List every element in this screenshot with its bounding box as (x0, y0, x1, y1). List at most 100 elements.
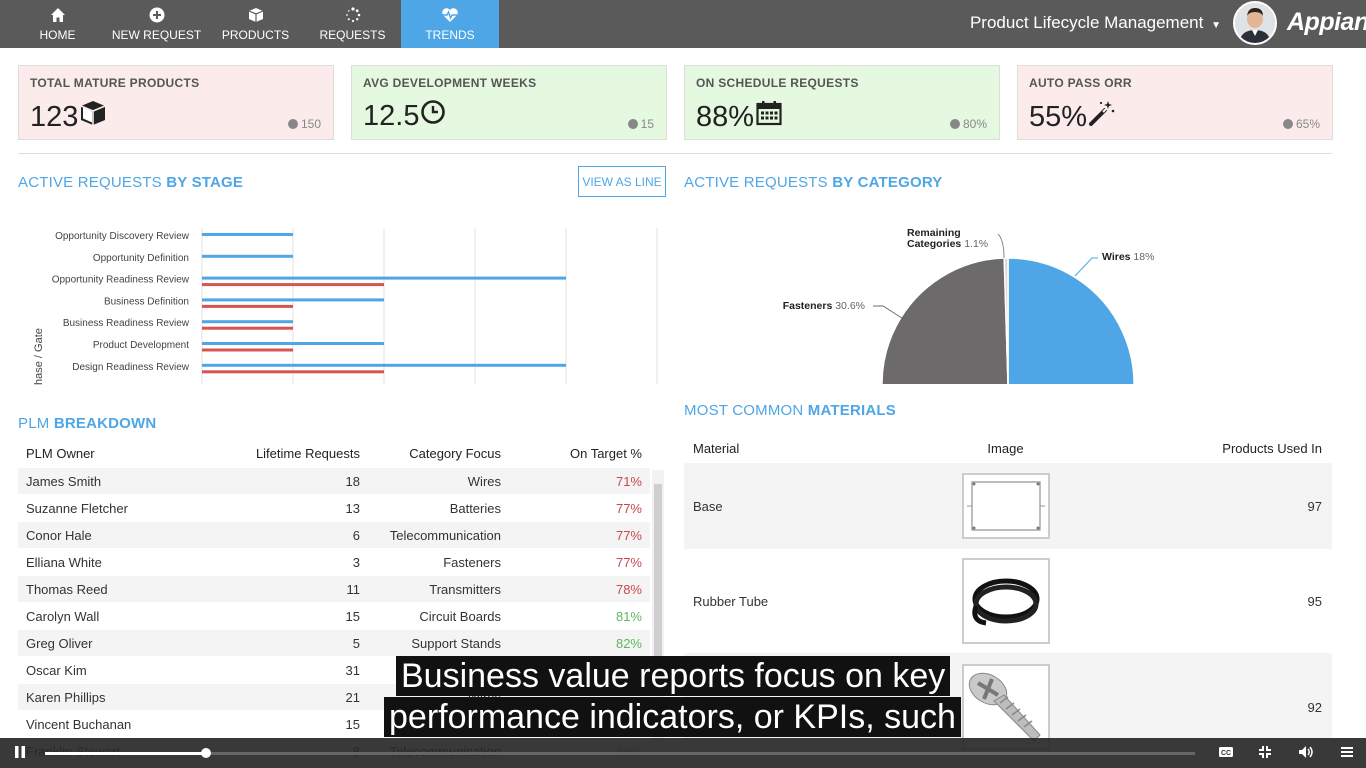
bar (202, 370, 384, 374)
column-header[interactable]: On Target % (569, 446, 642, 461)
on-target-percent: 77% (615, 527, 642, 543)
kpi-value: 123 (30, 100, 79, 133)
heartbeat-icon (441, 6, 459, 24)
lifetime-requests: 31 (345, 662, 360, 678)
volume-icon[interactable] (1298, 745, 1314, 761)
scrollbar-thumb[interactable] (654, 484, 662, 684)
video-progress-track[interactable] (45, 752, 1195, 755)
tab-requests-label: REQUESTS (319, 28, 386, 42)
material-name: Rubber Tube (693, 593, 769, 609)
tab-new-request[interactable]: NEW REQUEST (108, 0, 205, 48)
exit-fullscreen-icon[interactable] (1258, 745, 1272, 761)
tab-new-request-label: NEW REQUEST (111, 28, 202, 42)
plm-owner: Thomas Reed (26, 581, 108, 597)
category-pie-chart: Wires 18% Fasteners 30.6% RemainingCategor… (770, 227, 1190, 390)
column-header: Image (987, 440, 1024, 456)
category-label: Opportunity Definition (93, 253, 189, 264)
lifetime-requests: 18 (345, 473, 360, 489)
table-row[interactable]: Base 97 (684, 463, 1332, 549)
on-target-percent: 77% (615, 554, 642, 570)
lifetime-requests: 15 (345, 608, 360, 624)
screw-image[interactable] (961, 664, 1050, 750)
view-as-line-button[interactable]: VIEW AS LINE (578, 166, 666, 197)
kpi-target-value: 65% (1295, 117, 1320, 131)
kpi-card-on-schedule: ON SCHEDULE REQUESTS 88% 80% (684, 65, 1000, 140)
kpi-card-auto-pass: AUTO PASS ORR 55% 65% (1017, 65, 1333, 140)
kpi-target-value: 80% (962, 117, 987, 131)
category-label: Design Readiness Review (72, 362, 190, 373)
on-target-percent: 71% (615, 473, 642, 489)
stage-bar-chart: hase / Gate Opportunity Discovery Review O… (33, 228, 658, 385)
menu-icon[interactable] (1340, 745, 1354, 761)
plm-owner: Oscar Kim (26, 662, 87, 678)
title-bold: BY CATEGORY (832, 174, 943, 191)
tab-requests[interactable]: REQUESTS (315, 0, 390, 48)
table-row[interactable]: Carolyn Wall 15 Circuit Boards 81% (18, 603, 650, 630)
table-row[interactable]: Suzanne Fletcher 13 Batteries 77% (18, 495, 650, 522)
title-prefix: ACTIVE REQUESTS (684, 174, 833, 191)
pie-slice-fasteners (881, 257, 1009, 390)
bar (202, 276, 566, 280)
table-row[interactable]: Elliana White 3 Fasteners 77% (18, 549, 650, 576)
category-focus: Batteries (449, 500, 501, 516)
column-header: Products Used In (1222, 440, 1322, 456)
plm-owner: Elliana White (26, 554, 102, 570)
tab-trends[interactable]: TRENDS (401, 0, 499, 48)
tab-products[interactable]: PRODUCTS (218, 0, 293, 48)
column-header[interactable]: PLM Owner (26, 446, 95, 461)
table-header-row: Material Image Products Used In (684, 433, 1332, 463)
plm-owner: Conor Hale (26, 527, 92, 543)
appian-logo[interactable]: Appian (1287, 8, 1366, 36)
kpi-value-row: 55% (1029, 99, 1116, 135)
pause-icon[interactable] (14, 745, 26, 761)
column-header: Material (693, 440, 740, 456)
title-prefix: ACTIVE REQUESTS (18, 174, 167, 191)
title-bold: BY STAGE (166, 174, 244, 191)
table-header-row: PLM Owner Lifetime Requests Category Foc… (18, 440, 650, 468)
material-name: Base (693, 498, 723, 514)
kpi-value: 55% (1029, 100, 1088, 133)
caption-line-2: performance indicators, or KPIs, such (384, 697, 961, 737)
chart-clip (770, 384, 1190, 390)
table-row[interactable]: James Smith 18 Wires 71% (18, 468, 650, 495)
kpi-target: 65% (1282, 117, 1320, 131)
svg-text:CC: CC (1221, 750, 1231, 757)
cube-icon (79, 99, 107, 135)
kpi-target: 150 (287, 117, 321, 131)
table-row[interactable]: Vincent Buchanan 15 (18, 711, 650, 738)
y-axis-label: hase / Gate (33, 328, 45, 385)
base-plate-image[interactable] (961, 473, 1050, 539)
cc-icon[interactable]: CC (1218, 745, 1234, 761)
app-switcher[interactable]: Product Lifecycle Management ▼ (970, 13, 1221, 33)
table-row[interactable]: Conor Hale 6 Telecommunication 77% (18, 522, 650, 549)
video-progress-fill (45, 752, 206, 755)
video-progress-handle[interactable] (201, 748, 211, 758)
target-icon (1282, 119, 1293, 129)
category-label: Opportunity Discovery Review (55, 231, 190, 242)
title-bold: BREAKDOWN (53, 415, 157, 432)
category-label: Opportunity Readiness Review (52, 275, 190, 286)
plm-owner: Vincent Buchanan (26, 716, 132, 732)
pie-label-remaining-line1: Remaining (907, 227, 961, 239)
tab-home[interactable]: HOME (20, 0, 95, 48)
column-header[interactable]: Category Focus (409, 446, 501, 461)
kpi-value-row: 12.5 (363, 99, 446, 133)
table-row[interactable]: Rubber Tube 95 (684, 549, 1332, 653)
table-row[interactable]: Oscar Kim 31 (18, 657, 650, 684)
user-avatar[interactable] (1233, 1, 1277, 45)
bar (202, 363, 566, 367)
kpi-target: 80% (949, 117, 987, 131)
table-row[interactable]: Greg Oliver 5 Support Stands 82% (18, 630, 650, 657)
category-focus: Fasteners (443, 554, 501, 570)
column-header[interactable]: Lifetime Requests (255, 446, 360, 461)
kpi-label: AUTO PASS ORR (1029, 76, 1132, 90)
products-count: 95 (1307, 593, 1322, 609)
rubber-tube-image[interactable] (961, 558, 1050, 644)
table-row[interactable]: Thomas Reed 11 Transmitters 78% (18, 576, 650, 603)
divider (18, 153, 1332, 154)
target-icon (287, 119, 298, 129)
pie-label-fasteners: Fasteners 30.6% (783, 300, 865, 312)
calendar-icon (755, 99, 783, 135)
kpi-value: 88% (696, 100, 755, 133)
lifetime-requests: 15 (345, 716, 360, 732)
